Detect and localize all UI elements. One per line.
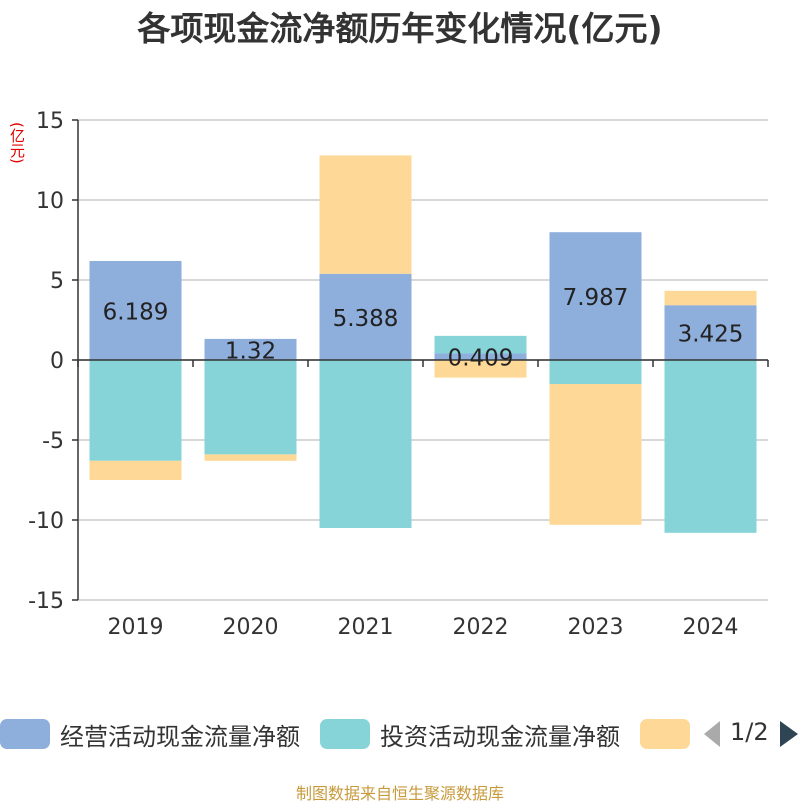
- bar-2020-series-0: [204, 338, 297, 360]
- y-tick-label: 10: [36, 189, 64, 214]
- bar-2021-series-0: [319, 273, 412, 360]
- bar-2023-series-0: [549, 232, 642, 360]
- bar-2019-series-0: [89, 260, 182, 360]
- legend-label-investing: 投资活动现金流量净额: [380, 722, 620, 751]
- bar-2021-series-2: [319, 155, 412, 274]
- legend-item-operating[interactable]: 经营活动现金流量净额: [0, 714, 300, 754]
- legend-label-operating: 经营活动现金流量净额: [60, 722, 300, 751]
- bar-2024-series-1: [664, 360, 757, 533]
- bar-2019-series-2: [89, 460, 182, 480]
- y-tick-label: -10: [28, 509, 64, 534]
- legend-swatch-investing: [320, 719, 370, 749]
- x-tick-label: 2022: [453, 615, 509, 640]
- y-tick-label: 5: [50, 269, 64, 294]
- y-tick-label: 15: [36, 109, 64, 134]
- legend-next-icon[interactable]: [780, 721, 798, 747]
- data-label-2024: 3.425: [678, 322, 744, 348]
- data-label-2021: 5.388: [333, 306, 399, 332]
- bar-2020-series-1: [204, 360, 297, 455]
- y-tick-label: -15: [28, 589, 64, 614]
- bar-2022-series-2: [434, 360, 527, 378]
- x-tick-label: 2024: [683, 615, 739, 640]
- bar-2023-series-2: [549, 384, 642, 525]
- bar-2024-series-2: [664, 290, 757, 306]
- y-tick-label: -5: [42, 429, 64, 454]
- legend-prev-icon[interactable]: [704, 721, 720, 747]
- data-source: 制图数据来自恒生聚源数据库: [295, 784, 504, 803]
- data-label-2020: 1.32: [225, 338, 276, 364]
- legend-pager: 1/2: [700, 714, 800, 754]
- bar-2024-series-0: [664, 305, 757, 360]
- x-tick-label: 2021: [338, 615, 394, 640]
- data-label-2019: 6.189: [103, 299, 169, 325]
- legend-item-investing[interactable]: 投资活动现金流量净额: [320, 714, 620, 754]
- legend-swatch-operating: [0, 719, 50, 749]
- bar-2022-series-1: [434, 335, 527, 354]
- y-tick-label: 0: [50, 349, 64, 374]
- y-axis-unit: (亿元): [8, 122, 26, 164]
- legend-page-indicator: 1/2: [730, 718, 769, 746]
- bar-2021-series-1: [319, 360, 412, 528]
- legend-swatch-financing: [640, 719, 690, 749]
- data-labels: 6.189 1.32 5.388 0.409 7.987 3.425: [103, 285, 744, 372]
- data-label-2022: 0.409: [448, 346, 514, 372]
- legend-item-financing[interactable]: [640, 714, 700, 754]
- bar-2019-series-1: [89, 360, 182, 461]
- bar-2020-series-2: [204, 454, 297, 461]
- x-tick-label: 2020: [223, 615, 279, 640]
- chart-plot: 15 10 5 0 -5 -10 -15 2019 2020 2021 2022 2023 2024 6…: [28, 109, 769, 640]
- x-tick-label: 2019: [108, 615, 164, 640]
- bars: [89, 155, 757, 533]
- axes: 15 10 5 0 -5 -10 -15 2019 2020 2021 2022 2023 2024: [28, 109, 769, 640]
- bar-2022-series-0: [434, 353, 527, 360]
- legend: 经营活动现金流量净额 投资活动现金流量净额 1/2: [0, 714, 800, 754]
- data-label-2023: 7.987: [563, 285, 629, 311]
- chart-title: 各项现金流净额历年变化情况(亿元): [137, 9, 663, 48]
- bar-2023-series-1: [549, 360, 642, 384]
- x-tick-label: 2023: [568, 615, 624, 640]
